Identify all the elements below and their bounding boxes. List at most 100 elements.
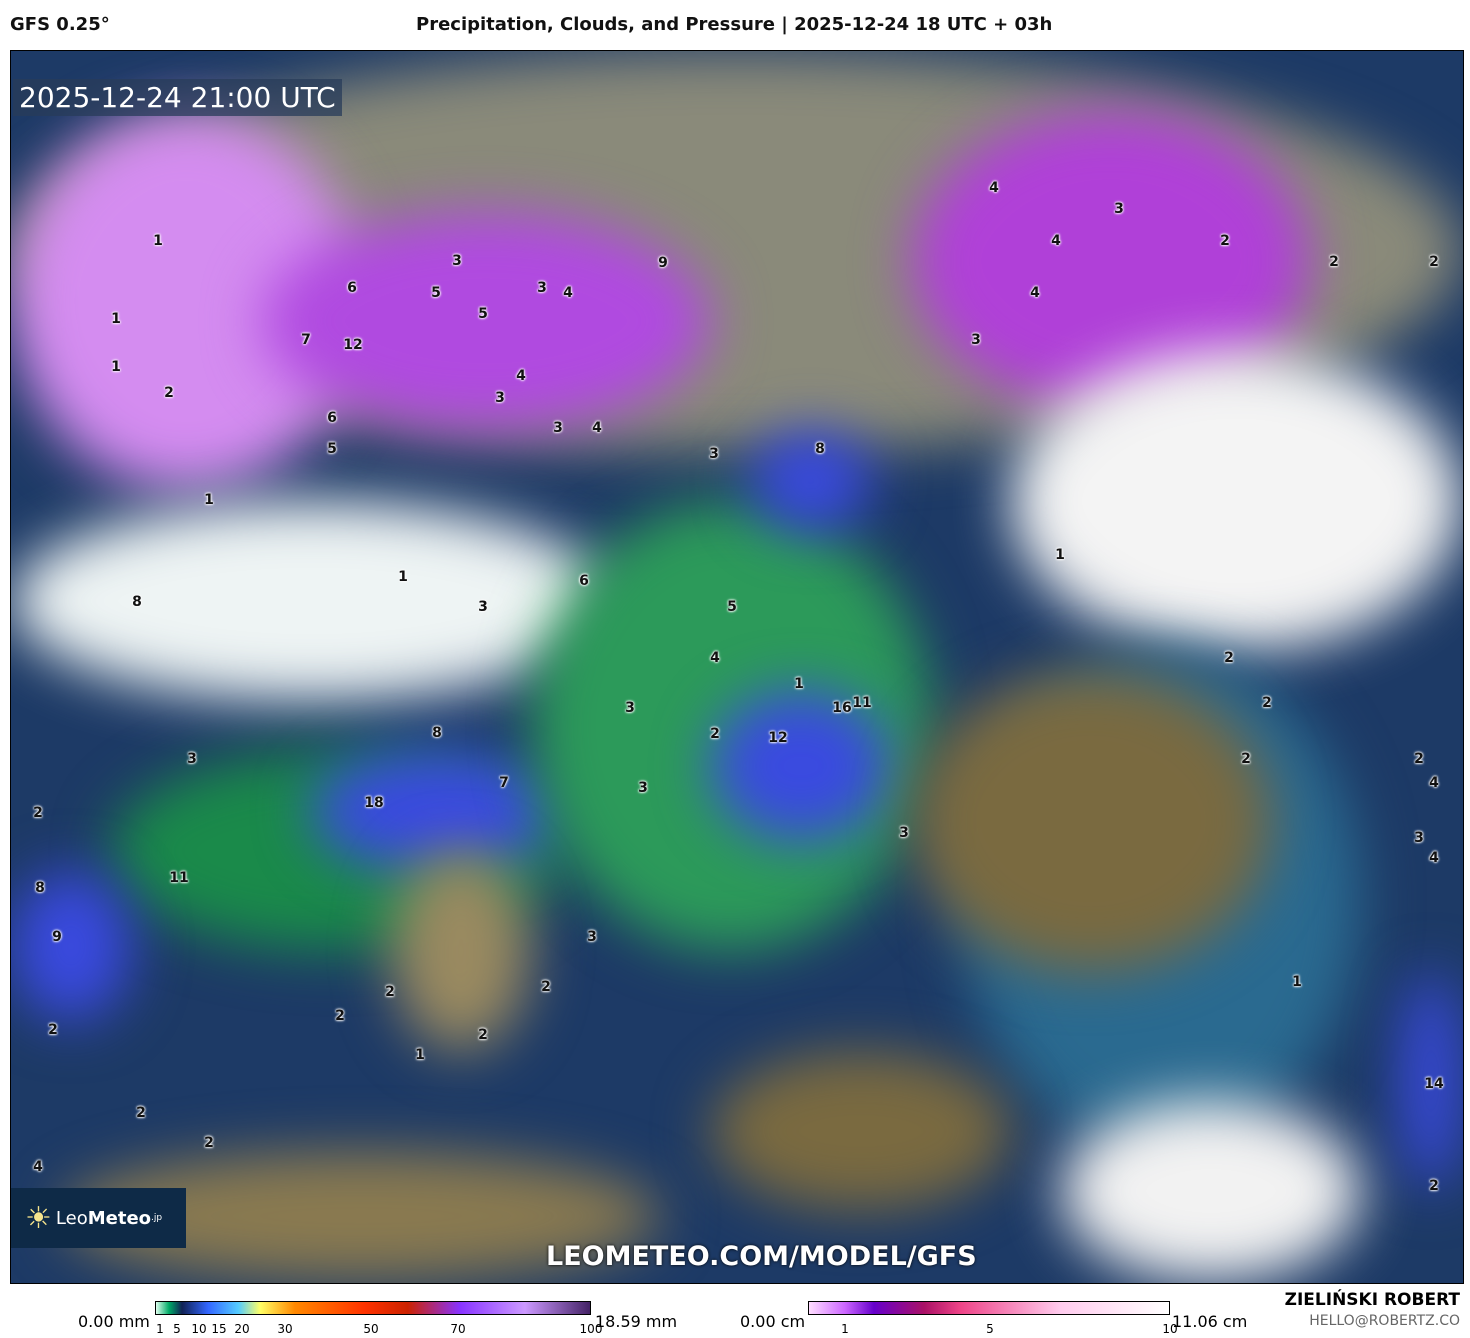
value-label: 5 — [327, 441, 337, 457]
value-label: 2 — [1414, 751, 1424, 767]
value-label: 8 — [432, 725, 442, 741]
value-label: 2 — [48, 1022, 58, 1038]
value-label: 4 — [1030, 285, 1040, 301]
value-label: 2 — [335, 1008, 345, 1024]
value-label: 2 — [1220, 233, 1230, 249]
rain-tick: 15 — [211, 1322, 227, 1336]
valid-time-badge: 2025-12-24 21:00 UTC — [13, 79, 342, 116]
field-blob — [711, 691, 891, 841]
value-label: 1 — [415, 1047, 425, 1063]
value-label: 2 — [33, 805, 43, 821]
value-label: 8 — [815, 441, 825, 457]
value-label: 11 — [852, 695, 872, 711]
rain-tick: 100 — [579, 1322, 603, 1336]
rain-legend-max: 18.59 mm — [595, 1312, 678, 1331]
value-label: 4 — [592, 420, 602, 436]
value-label: 2 — [164, 385, 174, 401]
value-label: 2 — [478, 1027, 488, 1043]
value-label: 4 — [516, 368, 526, 384]
value-label: 3 — [587, 929, 597, 945]
logo-suffix: .jp — [151, 1213, 163, 1223]
rain-legend-min: 0.00 mm — [78, 1312, 150, 1331]
field-blob — [261, 211, 711, 431]
rain-tick: 20 — [234, 1322, 250, 1336]
author-name: ZIELIŃSKI ROBERT — [1284, 1290, 1460, 1310]
value-label: 11 — [169, 870, 189, 886]
value-label: 4 — [989, 180, 999, 196]
leometeo-logo: ☀ Leo Meteo .jp — [11, 1188, 186, 1248]
rain-colorbar — [155, 1301, 591, 1315]
value-label: 1 — [1055, 547, 1065, 563]
value-label: 8 — [132, 594, 142, 610]
value-label: 4 — [1429, 775, 1439, 791]
weather-map: 1 1 1 2 7 12 6 6 5 5 3 5 3 4 9 4 3 3 4 3 8 4 3 4 2 2 2 4 3 1 1 8 1 3 6 5 4 1 1… — [10, 50, 1464, 1284]
rain-tick: 5 — [173, 1322, 181, 1336]
snow-legend-min: 0.00 cm — [740, 1312, 806, 1331]
value-label: 3 — [187, 751, 197, 767]
value-label: 3 — [495, 390, 505, 406]
value-label: 2 — [1224, 650, 1234, 666]
snow-colorbar — [808, 1301, 1170, 1315]
map-title: Precipitation, Clouds, and Pressure | 20… — [416, 14, 1053, 35]
watermark: LEOMETEO.COM/MODEL/GFS — [546, 1241, 977, 1272]
value-label: 14 — [1424, 1076, 1444, 1092]
value-label: 6 — [327, 410, 337, 426]
value-label: 3 — [1114, 201, 1124, 217]
value-label: 1 — [153, 233, 163, 249]
rain-tick: 50 — [363, 1322, 379, 1336]
value-label: 3 — [899, 825, 909, 841]
value-label: 1 — [1292, 974, 1302, 990]
value-label: 9 — [52, 929, 62, 945]
field-blob — [391, 851, 531, 1051]
value-label: 4 — [563, 285, 573, 301]
value-label: 8 — [35, 880, 45, 896]
value-label: 2 — [1329, 254, 1339, 270]
logo-text-bold: Meteo — [87, 1207, 152, 1229]
value-label: 1 — [794, 676, 804, 692]
value-label: 2 — [204, 1135, 214, 1151]
value-label: 2 — [1262, 695, 1272, 711]
rain-tick: 70 — [450, 1322, 466, 1336]
value-label: 3 — [553, 420, 563, 436]
model-name: GFS 0.25° — [10, 14, 110, 35]
value-label: 1 — [111, 311, 121, 327]
value-label: 2 — [1241, 751, 1251, 767]
field-blob — [711, 1051, 1011, 1211]
value-label: 5 — [727, 599, 737, 615]
value-label: 4 — [710, 650, 720, 666]
value-label: 3 — [452, 253, 462, 269]
snow-legend-max: 11.06 cm — [1172, 1312, 1248, 1331]
logo-text: Leo — [55, 1207, 88, 1229]
value-label: 3 — [709, 446, 719, 462]
field-blob — [1011, 351, 1461, 651]
value-label: 6 — [579, 573, 589, 589]
field-blob — [11, 501, 611, 701]
sun-icon: ☀ — [25, 1200, 52, 1236]
value-label: 3 — [478, 599, 488, 615]
field-blob — [911, 671, 1271, 971]
value-label: 2 — [1429, 1178, 1439, 1194]
snow-tick: 10 — [1162, 1322, 1178, 1336]
value-label: 3 — [1414, 830, 1424, 846]
value-label: 4 — [33, 1159, 43, 1175]
field-blob — [311, 751, 561, 871]
value-label: 12 — [768, 730, 788, 746]
value-label: 6 — [347, 280, 357, 296]
value-label: 5 — [478, 306, 488, 322]
value-label: 16 — [832, 700, 852, 716]
field-blob — [751, 431, 871, 531]
value-label: 2 — [1429, 254, 1439, 270]
value-label: 3 — [971, 332, 981, 348]
value-label: 3 — [625, 700, 635, 716]
value-label: 12 — [343, 337, 363, 353]
field-blob — [1401, 971, 1461, 1191]
value-label: 3 — [537, 280, 547, 296]
snow-tick: 1 — [841, 1322, 849, 1336]
value-label: 18 — [364, 795, 384, 811]
value-label: 2 — [541, 979, 551, 995]
value-label: 1 — [111, 359, 121, 375]
value-label: 7 — [499, 775, 509, 791]
value-label: 5 — [431, 285, 441, 301]
value-label: 1 — [204, 492, 214, 508]
value-label: 3 — [638, 780, 648, 796]
